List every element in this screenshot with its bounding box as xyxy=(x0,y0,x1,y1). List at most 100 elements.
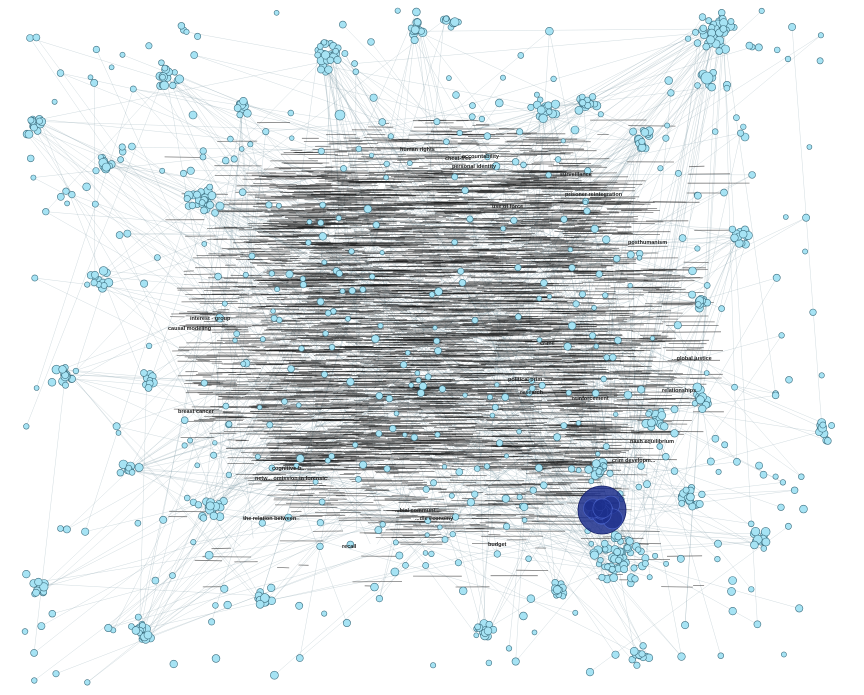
graph-node xyxy=(87,74,94,81)
graph-node xyxy=(451,239,458,246)
graph-node xyxy=(62,381,69,389)
graph-node xyxy=(719,25,728,33)
graph-node xyxy=(785,376,793,384)
graph-node xyxy=(816,57,824,65)
graph-node xyxy=(823,437,832,445)
graph-node xyxy=(795,604,804,613)
graph-node xyxy=(68,191,76,199)
graph-node xyxy=(295,402,302,409)
graph-node xyxy=(47,378,57,387)
graph-node xyxy=(483,463,491,470)
graph-node xyxy=(758,7,765,14)
graph-node xyxy=(305,239,312,246)
graph-node xyxy=(575,467,582,474)
graph-node xyxy=(321,259,328,266)
graph-node xyxy=(695,301,702,308)
graph-node xyxy=(520,502,529,512)
graph-node xyxy=(706,457,715,466)
graph-node xyxy=(90,279,98,287)
node-label: budget xyxy=(488,542,506,548)
graph-node xyxy=(567,465,576,473)
graph-node xyxy=(215,201,225,211)
graph-node xyxy=(700,71,714,85)
graph-node xyxy=(239,146,245,152)
graph-node xyxy=(379,250,385,256)
graph-node xyxy=(33,385,40,391)
node-layer xyxy=(21,7,835,686)
graph-node xyxy=(450,17,460,27)
graph-node xyxy=(493,550,501,558)
graph-node xyxy=(424,532,430,538)
graph-node xyxy=(128,469,136,476)
graph-node xyxy=(484,153,491,161)
graph-node xyxy=(422,485,430,493)
graph-node xyxy=(211,654,221,663)
graph-node xyxy=(693,39,702,47)
graph-node xyxy=(706,35,715,45)
graph-node xyxy=(236,111,244,119)
graph-node xyxy=(625,537,634,546)
graph-node xyxy=(568,264,576,272)
graph-node xyxy=(395,551,404,560)
graph-node xyxy=(778,332,785,339)
graph-node xyxy=(590,224,599,233)
graph-node xyxy=(638,650,646,658)
graph-node xyxy=(615,556,622,564)
graph-node xyxy=(799,504,808,514)
graph-node xyxy=(134,463,144,472)
graph-node xyxy=(159,80,169,90)
graph-node xyxy=(194,32,202,40)
graph-node xyxy=(623,390,633,400)
graph-node xyxy=(510,216,518,224)
graph-node xyxy=(377,322,384,329)
graph-node xyxy=(781,651,787,658)
graph-node xyxy=(273,10,280,16)
graph-node xyxy=(140,279,149,288)
graph-node xyxy=(711,128,719,135)
graph-node xyxy=(82,182,91,192)
graph-node xyxy=(119,51,126,58)
graph-node xyxy=(529,486,537,494)
graph-node xyxy=(270,314,278,322)
node-label: recall xyxy=(342,544,357,550)
graph-node xyxy=(402,432,408,438)
graph-node xyxy=(34,577,43,587)
graph-node xyxy=(456,129,463,137)
graph-node xyxy=(200,206,208,215)
graph-node xyxy=(698,404,707,414)
graph-node xyxy=(293,462,300,469)
graph-node xyxy=(169,81,177,89)
graph-node xyxy=(686,492,695,502)
graph-node xyxy=(731,383,738,391)
graph-node xyxy=(284,513,293,522)
graph-node xyxy=(466,498,476,507)
graph-node xyxy=(90,79,99,87)
graph-node xyxy=(206,201,214,209)
graph-node xyxy=(208,618,216,626)
graph-node xyxy=(134,519,142,527)
graph-node xyxy=(694,82,701,89)
graph-node xyxy=(369,152,375,158)
graph-node xyxy=(461,186,469,195)
graph-node xyxy=(545,108,553,115)
graph-node xyxy=(233,104,242,112)
graph-node xyxy=(664,76,673,85)
graph-node xyxy=(529,385,536,392)
graph-node xyxy=(324,457,331,464)
graph-node xyxy=(56,193,65,201)
graph-node xyxy=(205,501,215,511)
graph-node xyxy=(438,385,447,393)
graph-node xyxy=(784,55,792,63)
graph-node xyxy=(317,219,325,227)
graph-node xyxy=(606,469,614,477)
graph-node xyxy=(538,113,548,123)
graph-node xyxy=(428,291,436,298)
graph-node xyxy=(516,494,523,501)
graph-node xyxy=(227,135,234,143)
graph-node xyxy=(772,273,781,282)
graph-node xyxy=(348,248,355,255)
graph-node xyxy=(404,349,411,356)
graph-node xyxy=(750,526,761,537)
graph-node xyxy=(448,492,455,499)
graph-node xyxy=(375,430,383,437)
